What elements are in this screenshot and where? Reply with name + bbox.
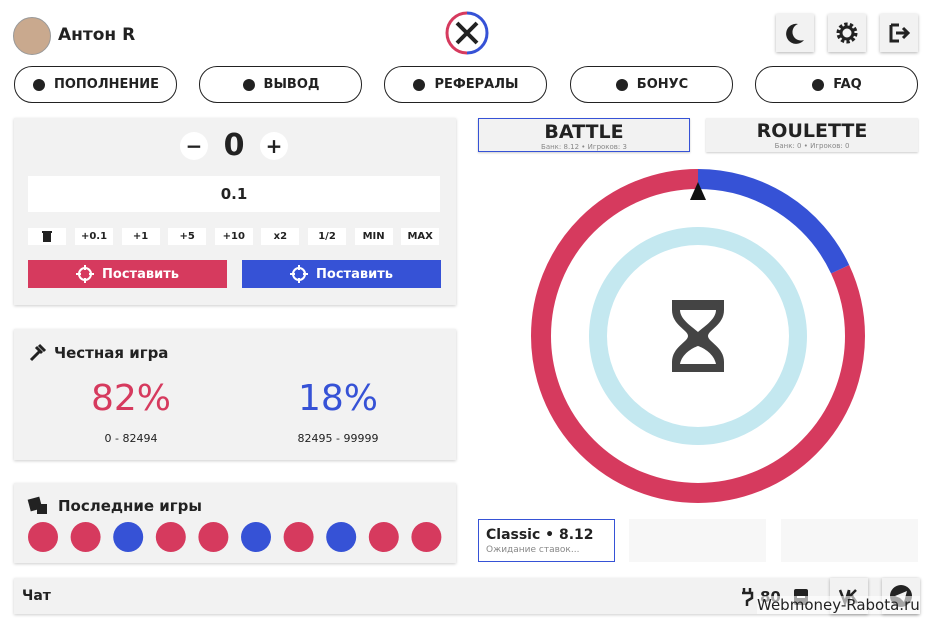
round-card: Classic • 8.12 Ожидание ставок...	[478, 519, 615, 562]
game-dot	[28, 522, 58, 552]
nav-button[interactable]: ПОПОЛНЕНИЕ	[14, 66, 177, 103]
user-name[interactable]: Антон R	[58, 25, 136, 45]
game-dot	[155, 522, 186, 552]
bet-count: 0	[223, 128, 245, 163]
quick-button[interactable]: +0.1	[75, 228, 113, 245]
button-label: Поставить	[102, 266, 179, 282]
round-title: Classic • 8.12	[486, 527, 594, 543]
empty-card	[781, 519, 918, 562]
red-range: 0 - 82494	[104, 432, 158, 445]
blue-percent: 18%	[297, 378, 378, 419]
gavel-icon	[29, 343, 47, 362]
nav-button[interactable]: FAQ	[755, 66, 918, 103]
nav-icon	[413, 78, 426, 91]
quick-button[interactable]: 1/2	[308, 228, 346, 245]
game-dot	[241, 522, 271, 552]
chat-title[interactable]: Чат	[22, 588, 51, 604]
round-status: Ожидание ставок...	[486, 545, 580, 555]
tab-sub: Банк: 8.12 • Игроков: 3	[541, 143, 627, 151]
plus-button[interactable]: +	[260, 132, 288, 160]
nav-label: FAQ	[833, 77, 862, 92]
fair-game-title: Честная игра	[54, 344, 169, 362]
tab-sub: Банк: 0 • Игроков: 0	[774, 142, 850, 150]
game-dot	[326, 522, 357, 552]
logo[interactable]	[445, 11, 489, 55]
nav-label: ВЫВОД	[263, 77, 320, 92]
settings-button[interactable]	[828, 14, 866, 52]
game-dot	[411, 522, 442, 552]
quick-button[interactable]: MIN	[354, 228, 393, 245]
roulette-wheel	[531, 169, 865, 503]
game-dot	[368, 522, 399, 552]
plug-icon	[742, 588, 754, 606]
game-dot	[283, 522, 314, 552]
last-games-dots	[28, 522, 442, 552]
nav-icon	[242, 78, 255, 91]
game-dot	[113, 522, 144, 552]
nav-label: РЕФЕРАЛЫ	[434, 77, 519, 92]
nav-icon	[32, 78, 45, 91]
watermark: Webmoney-Rabota.ru	[757, 596, 920, 614]
ring-arc	[531, 169, 865, 503]
tab[interactable]: ROULETTE Банк: 0 • Игроков: 0	[706, 118, 918, 152]
nav-icon	[615, 78, 628, 91]
last-games-title: Последние игры	[58, 497, 202, 515]
nav-button[interactable]: ВЫВОД	[199, 66, 362, 103]
quick-button[interactable]: +10	[214, 228, 253, 245]
quick-button[interactable]: MAX	[401, 228, 440, 245]
tab[interactable]: BATTLE Банк: 8.12 • Игроков: 3	[478, 118, 690, 152]
amount-input[interactable]: 0.1	[28, 176, 440, 212]
dice-icon	[27, 496, 47, 514]
red-percent: 82%	[90, 378, 171, 419]
quick-button[interactable]: x2	[261, 228, 300, 245]
place-blue-button[interactable]: Поставить	[242, 260, 441, 288]
place-red-button[interactable]: Поставить	[28, 260, 227, 288]
empty-card	[629, 519, 766, 562]
nav-label: ПОПОЛНЕНИЕ	[53, 77, 160, 92]
nav-button[interactable]: РЕФЕРАЛЫ	[384, 66, 547, 103]
quick-button[interactable]: +5	[168, 228, 207, 245]
nav-icon	[812, 78, 825, 91]
minus-button[interactable]: −	[180, 132, 208, 160]
logout-button[interactable]	[880, 14, 918, 52]
avatar[interactable]	[13, 17, 51, 55]
theme-button[interactable]	[776, 14, 814, 52]
nav-button[interactable]: БОНУС	[570, 66, 733, 103]
tab-label: ROULETTE	[756, 120, 868, 142]
game-dot	[198, 522, 229, 552]
fair-game-panel	[14, 329, 456, 460]
blue-range: 82495 - 99999	[297, 432, 379, 445]
nav-label: БОНУС	[636, 77, 689, 92]
quick-button[interactable]: +1	[121, 228, 160, 245]
clear-button[interactable]	[28, 228, 66, 245]
tab-label: BATTLE	[544, 121, 624, 143]
button-label: Поставить	[316, 266, 393, 282]
game-dot	[70, 522, 101, 552]
